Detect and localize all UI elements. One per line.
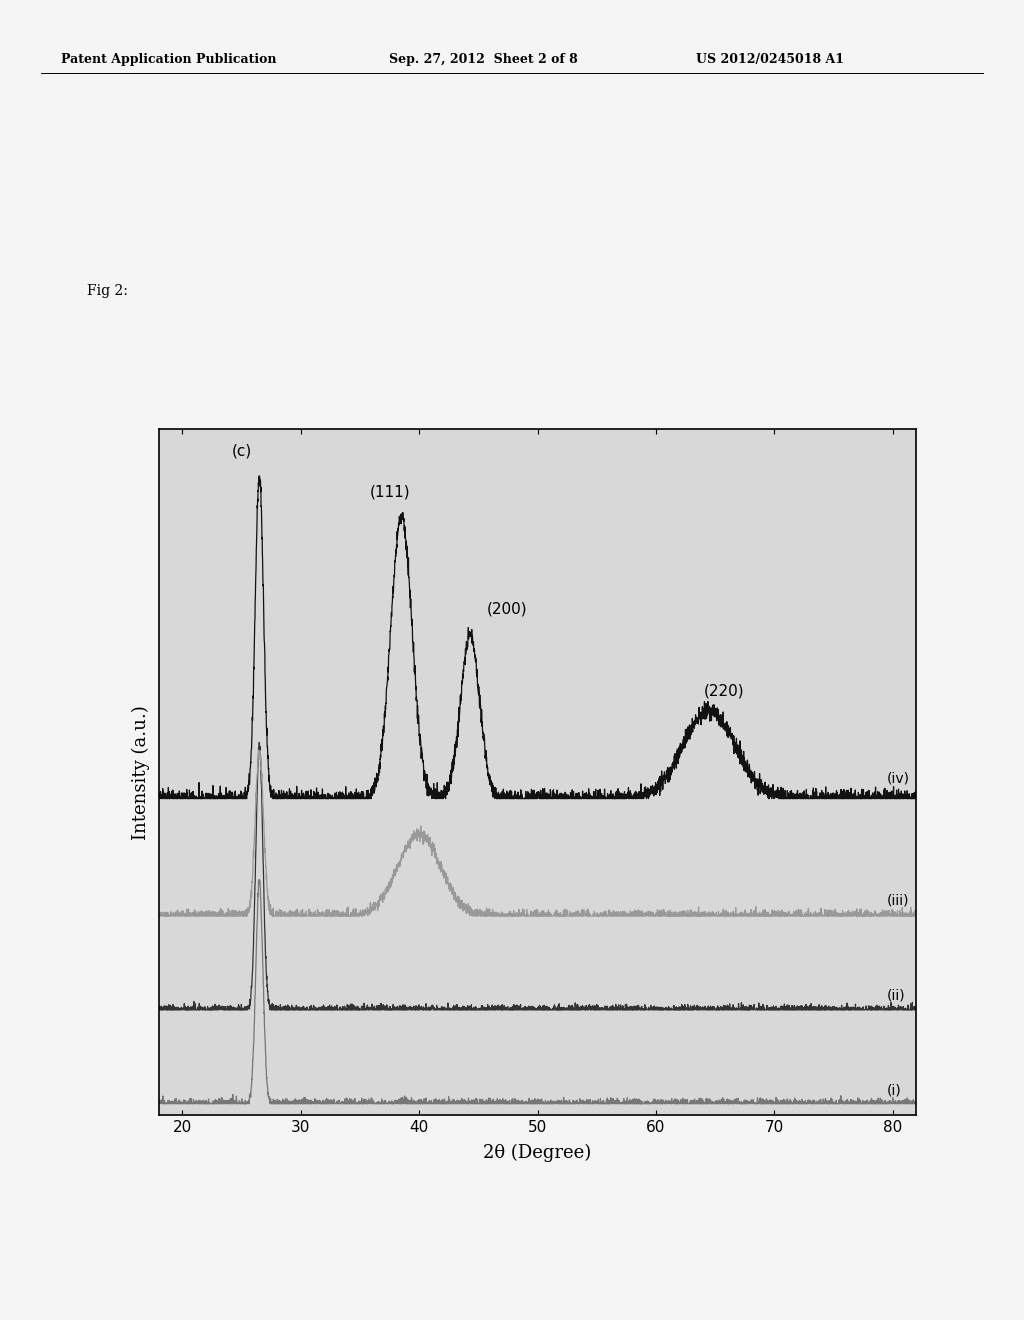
Text: Sep. 27, 2012  Sheet 2 of 8: Sep. 27, 2012 Sheet 2 of 8 [389,53,578,66]
Y-axis label: Intensity (a.u.): Intensity (a.u.) [132,705,151,840]
Text: (200): (200) [486,602,527,616]
Text: US 2012/0245018 A1: US 2012/0245018 A1 [696,53,845,66]
Text: Patent Application Publication: Patent Application Publication [61,53,276,66]
Text: (i): (i) [887,1084,901,1098]
Text: (iii): (iii) [887,894,909,907]
Text: Fig 2:: Fig 2: [87,284,128,298]
Text: (ii): (ii) [887,989,905,1003]
Text: (c): (c) [231,444,252,458]
X-axis label: 2θ (Degree): 2θ (Degree) [483,1143,592,1162]
Text: (220): (220) [703,684,744,698]
Text: (iv): (iv) [887,772,910,785]
Text: (111): (111) [370,484,410,499]
